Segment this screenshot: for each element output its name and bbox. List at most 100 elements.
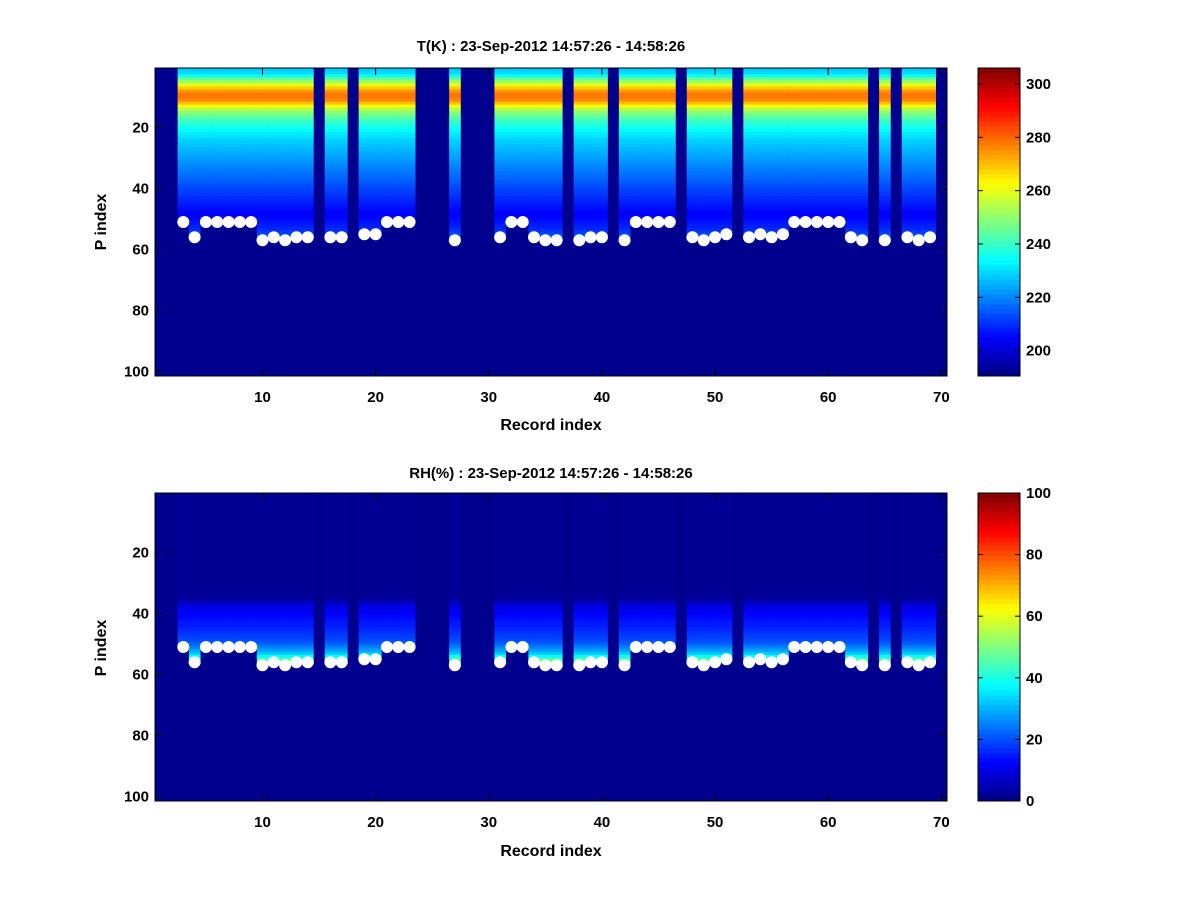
heatmap-cell — [619, 147, 631, 150]
heatmap-cell — [551, 642, 563, 645]
heatmap-cell — [845, 120, 857, 123]
heatmap-cell — [178, 92, 190, 95]
heatmap-cell — [924, 102, 936, 105]
heatmap-cell — [551, 508, 563, 511]
heatmap-cell — [291, 141, 303, 144]
heatmap-cell — [642, 74, 654, 77]
heatmap-cell — [268, 502, 280, 505]
heatmap-cell — [528, 533, 540, 536]
heatmap-cell — [291, 150, 303, 153]
heatmap-cell — [596, 120, 608, 123]
heatmap-cell — [370, 163, 382, 166]
heatmap-cell — [506, 499, 518, 502]
heatmap-cell — [257, 603, 269, 606]
heatmap-cell — [246, 551, 258, 554]
heatmap-cell — [596, 578, 608, 581]
heatmap-cell — [279, 624, 291, 627]
heatmap-cell — [619, 551, 631, 554]
heatmap-cell — [902, 80, 914, 83]
heatmap-cell — [856, 184, 868, 187]
heatmap-cell — [200, 505, 212, 508]
heatmap-cell — [494, 102, 506, 105]
heatmap-cell — [393, 184, 405, 187]
heatmap-cell — [721, 129, 733, 132]
heatmap-cell — [596, 102, 608, 105]
heatmap-cell — [755, 74, 767, 77]
y-tick-label: 100 — [124, 363, 149, 380]
heatmap-cell — [223, 120, 235, 123]
heatmap-cell — [494, 597, 506, 600]
heatmap-cell — [336, 566, 348, 569]
heatmap-cell — [823, 208, 835, 211]
heatmap-cell — [845, 114, 857, 117]
heatmap-cell — [381, 499, 393, 502]
heatmap-cell — [653, 193, 665, 196]
heatmap-cell — [540, 624, 552, 627]
heatmap-cell — [596, 603, 608, 606]
heatmap-cell — [924, 132, 936, 135]
heatmap-cell — [574, 520, 586, 523]
heatmap-cell — [246, 520, 258, 523]
heatmap-cell — [540, 199, 552, 202]
heatmap-cell — [823, 172, 835, 175]
heatmap-cell — [189, 111, 201, 114]
heatmap-cell — [268, 517, 280, 520]
colorbar-segment — [978, 323, 1020, 328]
heatmap-cell — [234, 178, 246, 181]
heatmap-cell — [823, 144, 835, 147]
heatmap-cell — [630, 542, 642, 545]
heatmap-cell — [630, 117, 642, 120]
heatmap-cell — [302, 147, 314, 150]
heatmap-cell — [528, 193, 540, 196]
heatmap-cell — [574, 71, 586, 74]
heatmap-cell — [585, 92, 597, 95]
heatmap-cell — [212, 126, 224, 129]
heatmap-cell — [189, 591, 201, 594]
heatmap-cell — [494, 530, 506, 533]
heatmap-cell — [246, 108, 258, 111]
heatmap-cell — [698, 89, 710, 92]
heatmap-cell — [234, 147, 246, 150]
heatmap-cell — [336, 111, 348, 114]
heatmap-cell — [743, 205, 755, 208]
heatmap-cell — [642, 144, 654, 147]
heatmap-cell — [246, 493, 258, 496]
heatmap-cell — [302, 606, 314, 609]
heatmap-cell — [381, 126, 393, 129]
heatmap-cell — [449, 539, 461, 542]
heatmap-cell — [302, 187, 314, 190]
heatmap-cell — [246, 542, 258, 545]
heatmap-cell — [924, 144, 936, 147]
heatmap-cell — [212, 630, 224, 633]
heatmap-cell — [642, 615, 654, 618]
heatmap-cell — [856, 68, 868, 71]
heatmap-cell — [834, 172, 846, 175]
heatmap-cell — [506, 92, 518, 95]
heatmap-cell — [777, 114, 789, 117]
heatmap-cell — [687, 153, 699, 156]
heatmap-cell — [879, 224, 891, 227]
heatmap-cell — [223, 624, 235, 627]
heatmap-cell — [517, 95, 529, 98]
heatmap-cell — [630, 187, 642, 190]
heatmap-cell — [359, 175, 371, 178]
heatmap-cell — [902, 108, 914, 111]
heatmap-cell — [291, 633, 303, 636]
heatmap-cell — [619, 199, 631, 202]
heatmap-cell — [596, 108, 608, 111]
surface-marker — [211, 216, 223, 228]
heatmap-cell — [845, 138, 857, 141]
heatmap-cell — [766, 163, 778, 166]
heatmap-cell — [879, 156, 891, 159]
heatmap-cell — [279, 230, 291, 233]
heatmap-cell — [359, 533, 371, 536]
heatmap-cell — [336, 208, 348, 211]
heatmap-cell — [551, 578, 563, 581]
heatmap-cell — [268, 496, 280, 499]
heatmap-cell — [834, 123, 846, 126]
heatmap-cell — [336, 578, 348, 581]
heatmap-cell — [393, 575, 405, 578]
heatmap-cell — [766, 166, 778, 169]
heatmap-cell — [517, 129, 529, 132]
heatmap-cell — [789, 123, 801, 126]
